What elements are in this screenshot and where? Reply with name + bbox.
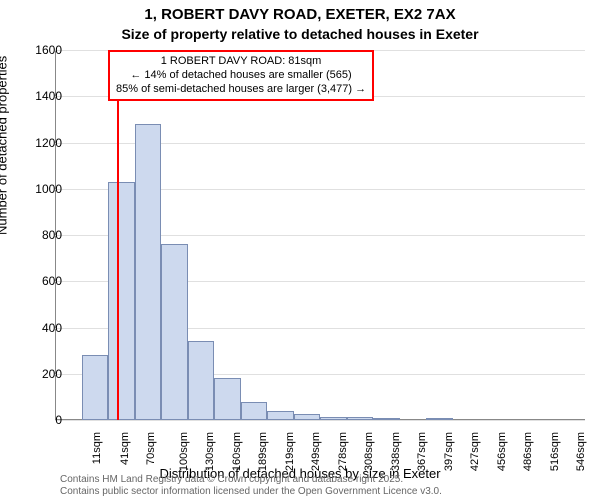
chart-title: 1, ROBERT DAVY ROAD, EXETER, EX2 7AX [0,6,600,23]
histogram-bar [347,417,374,420]
histogram-bar [373,418,400,420]
histogram-bar [320,417,347,420]
x-tick-label: 249sqm [310,432,322,471]
x-tick-label: 516sqm [549,432,561,471]
histogram-bar [108,182,135,420]
footnote-line2: Contains public sector information licen… [60,486,442,497]
x-tick-label: 219sqm [284,432,296,471]
x-tick-label: 278sqm [337,432,349,471]
x-tick-label: 427sqm [469,432,481,471]
histogram-bar [135,124,162,420]
y-tick-label: 1000 [12,182,62,196]
x-tick-label: 486sqm [522,432,534,471]
histogram-bar [188,341,215,420]
callout-line: ← 14% of detached houses are smaller (56… [116,69,366,83]
chart-root: 1, ROBERT DAVY ROAD, EXETER, EX2 7AX Siz… [0,0,600,500]
x-tick-label: 338sqm [390,432,402,471]
gridline [55,420,585,421]
callout-line: 1 ROBERT DAVY ROAD: 81sqm [116,55,366,69]
x-tick-label: 41sqm [119,432,131,465]
x-tick-label: 70sqm [145,432,157,465]
x-tick-label: 100sqm [178,432,190,471]
histogram-bar [241,402,268,421]
x-tick-label: 160sqm [231,432,243,471]
histogram-bar [267,411,294,420]
y-tick-label: 1200 [12,136,62,150]
y-tick-label: 400 [12,321,62,335]
x-tick-label: 130sqm [204,432,216,471]
x-tick-label: 11sqm [91,432,103,464]
histogram-bar [161,244,188,420]
x-tick-label: 456sqm [496,432,508,471]
y-tick-label: 600 [12,274,62,288]
y-tick-label: 1600 [12,43,62,57]
histogram-bar [426,418,453,420]
histogram-bar [214,378,241,420]
x-tick-label: 189sqm [257,432,269,471]
histogram-bar [82,355,109,420]
x-tick-label: 546sqm [575,432,587,471]
y-axis-label: Number of detached properties [0,56,10,235]
y-tick-label: 1400 [12,89,62,103]
y-tick-label: 800 [12,228,62,242]
footnote-line1: Contains HM Land Registry data © Crown c… [60,474,403,485]
histogram-bar [294,414,321,420]
x-tick-label: 308sqm [363,432,375,471]
x-tick-label: 397sqm [443,432,455,471]
x-tick-label: 367sqm [416,432,428,471]
footnote: Contains HM Land Registry data © Crown c… [60,474,442,498]
y-tick-label: 0 [12,413,62,427]
y-tick-label: 200 [12,367,62,381]
callout-box: 1 ROBERT DAVY ROAD: 81sqm← 14% of detach… [108,50,374,101]
callout-line: 85% of semi-detached houses are larger (… [116,83,366,97]
marker-line [117,50,119,420]
plot-area: 1 ROBERT DAVY ROAD: 81sqm← 14% of detach… [55,50,585,420]
chart-subtitle: Size of property relative to detached ho… [0,26,600,42]
